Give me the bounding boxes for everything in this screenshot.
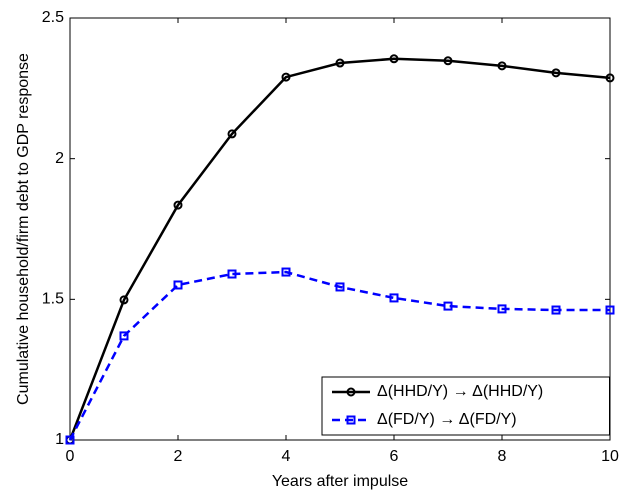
point-marker [389,54,399,64]
y-tick-label: 2 [55,150,64,167]
series-line [68,270,610,441]
y-tick-label: 2.5 [42,9,64,26]
x-tick-label: 8 [498,448,507,465]
legend-label: Δ(HHD/Y) → Δ(HHD/Y) [377,383,543,400]
point-marker [227,269,237,279]
point-marker [443,56,453,66]
y-tick-label: 1.5 [42,291,64,308]
plot-frame [69,17,611,441]
point-marker [119,331,129,341]
point-marker [443,301,453,311]
legend-marker [346,415,356,425]
point-marker [389,293,399,303]
x-axis-label: Years after impulse [272,473,408,490]
point-marker [119,295,129,305]
x-tick-label: 0 [66,448,75,465]
point-marker [551,305,561,315]
x-tick-label: 6 [390,448,399,465]
point-marker [551,68,561,78]
legend-marker [346,387,356,397]
point-marker [227,129,237,139]
point-marker [281,72,291,82]
x-tick-label: 2 [174,448,183,465]
point-marker [605,73,615,83]
legend-label: Δ(FD/Y) → Δ(FD/Y) [377,411,517,428]
point-marker [65,435,75,445]
point-marker [605,305,615,315]
point-marker [173,200,183,210]
point-marker [497,304,507,314]
series-line [68,57,611,441]
point-marker [173,280,183,290]
point-marker [335,282,345,292]
point-marker [335,58,345,68]
y-axis-label: Cumulative household/firm debt to GDP re… [15,53,32,405]
y-tick-label: 1 [55,431,64,448]
x-tick-label: 4 [282,448,291,465]
legend-box [321,376,610,436]
point-marker [497,61,507,71]
point-marker [281,267,291,277]
x-tick-label: 10 [601,448,619,465]
